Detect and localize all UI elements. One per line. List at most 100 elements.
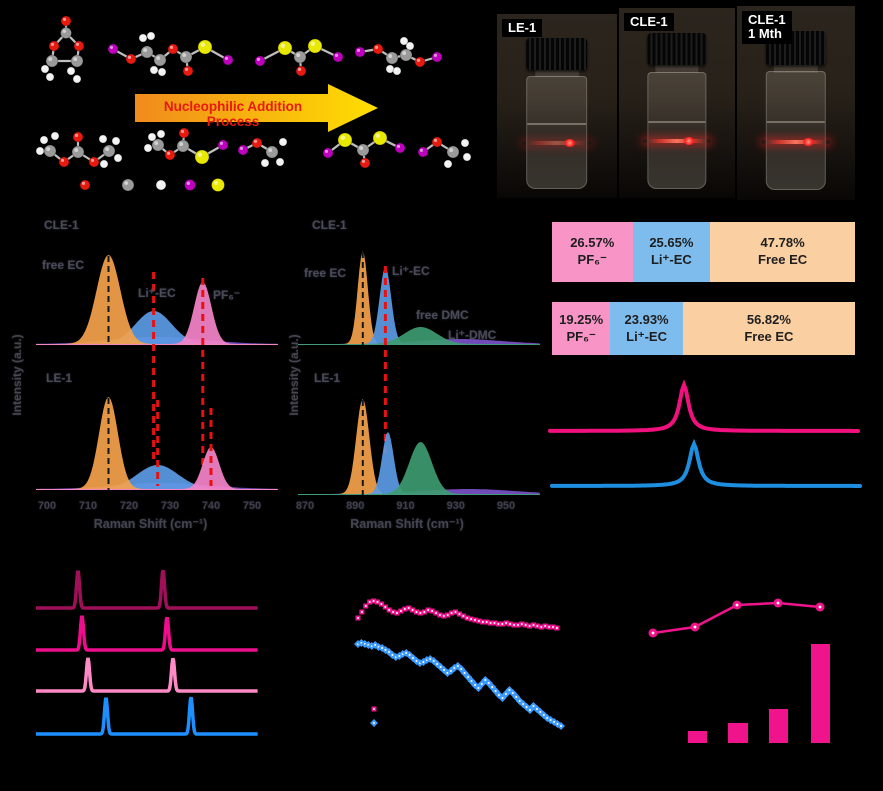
bar — [811, 644, 830, 743]
segment-label: Free EC — [758, 252, 808, 267]
tick-label: 890 — [346, 500, 365, 512]
atom-legend — [79, 178, 225, 192]
tick-label: 740 — [201, 500, 221, 512]
peak-free DMC — [298, 442, 540, 495]
segment-value: 56.82% — [746, 311, 791, 327]
composition-segment: 23.93% Li⁺-EC — [610, 302, 683, 355]
raman-right-label-li-dmc: Li⁺-DMC — [448, 328, 497, 342]
spectrum-trace — [36, 569, 258, 610]
liquid-line — [648, 120, 706, 123]
laser-beam — [643, 139, 711, 144]
molecule-li-ec-ring-opened — [107, 31, 234, 77]
peak-PF₆⁻ — [36, 447, 278, 490]
segment-label: PF₆⁻ — [566, 328, 596, 344]
tick-label: 730 — [160, 500, 180, 512]
tick-label: 930 — [446, 500, 465, 512]
molecule-ethylene-carbonate — [40, 15, 85, 84]
tick-label: 950 — [496, 500, 516, 512]
raman-dmc-chart — [298, 251, 540, 495]
laser-dot — [564, 138, 576, 147]
laser-beam — [522, 141, 592, 146]
narrow-peak-curve — [548, 379, 860, 433]
vial-photo-cle1: CLE-1 — [619, 8, 735, 198]
laser-beam — [762, 140, 830, 145]
laser-dot — [683, 136, 695, 145]
peak-free DMC — [298, 327, 540, 345]
tick-label: 720 — [119, 500, 139, 512]
segment-value: 23.93% — [624, 311, 669, 327]
laser-dot — [802, 137, 814, 146]
tick-label: 870 — [295, 500, 315, 512]
molecule-dithiocarbonate-li2 — [254, 38, 344, 77]
scatter-blue-series — [354, 639, 565, 730]
arrow-label: Nucleophilic Addition Process — [163, 99, 303, 129]
bar — [769, 709, 788, 743]
composition-row-2: 19.25% PF₆⁻ 23.93% Li⁺-EC 56.82% Free EC — [552, 302, 855, 355]
spectrum-trace — [36, 615, 258, 652]
molecule-li-methoxide-a — [237, 137, 288, 168]
peak-free EC — [298, 399, 540, 495]
segment-label: Free EC — [744, 328, 794, 344]
vial-photo-le1-label: LE-1 — [502, 19, 543, 38]
raman-right-ylabel: Intensity (a.u.) — [287, 334, 301, 416]
vial-photo-cle1-label: CLE-1 — [624, 13, 674, 32]
segment-label: Li⁺-EC — [650, 252, 692, 267]
composition-segment: 19.25% PF₆⁻ — [552, 302, 611, 355]
raman-left-title-top: CLE-1 — [44, 218, 79, 232]
composition-segment: 26.57% PF₆⁻ — [552, 222, 633, 282]
raman-left-ylabel: Intensity (a.u.) — [10, 334, 24, 416]
segment-value: 19.25% — [559, 311, 604, 327]
raman-left-label-li-ec: Li⁺-EC — [138, 286, 176, 300]
liquid-line — [527, 123, 587, 126]
vial-glass — [522, 75, 592, 189]
peak-free EC — [36, 397, 278, 490]
vial-glass — [643, 71, 711, 189]
raman-right-xlabel: Raman Shift (cm⁻¹) — [350, 517, 464, 531]
tick-label: 750 — [242, 500, 262, 512]
liquid-line — [766, 121, 826, 124]
spectrum-trace — [36, 657, 258, 693]
scatter-pink-series — [355, 598, 560, 631]
raman-right-label-li-ec: Li⁺-EC — [392, 264, 430, 278]
raman-right-title-bottom: LE-1 — [314, 371, 341, 385]
raman-left-title-bottom: LE-1 — [46, 371, 73, 385]
vial-cap — [647, 32, 707, 66]
raman-right-label-free-ec: free EC — [304, 266, 347, 280]
bar — [688, 731, 707, 743]
narrow-peak-curve — [550, 438, 862, 488]
vial-photo-cle1-1mth: CLE-1 1 Mth — [737, 6, 855, 200]
tick-label: 910 — [396, 500, 415, 512]
molecule-dmc — [35, 131, 123, 169]
raman-dmc-ticks: 870 890 910 930 950 — [0, 500, 883, 516]
segment-label: PF₆⁻ — [577, 252, 607, 267]
composition-row-1: 26.57% PF₆⁻ 25.65% Li⁺-EC 47.78% Free EC — [552, 222, 855, 282]
segment-label: Li⁺-EC — [626, 328, 667, 344]
molecule-li-glycolate — [354, 36, 443, 76]
segment-value: 26.57% — [570, 235, 615, 251]
scatter-legend-marker — [371, 706, 377, 712]
raman-ec-ticks: 700 710 720 730 740 750 — [0, 500, 883, 516]
vial-neck — [534, 69, 580, 78]
molecule-li-methoxide-b — [417, 136, 472, 169]
peak-Li⁺-EC — [36, 311, 278, 345]
process-arrow — [135, 84, 378, 132]
molecule-dithiocarbonate-li2-b — [322, 130, 406, 169]
molecule-methyl-thiocarbonate-li — [143, 127, 229, 165]
composition-segment: 25.65% Li⁺-EC — [632, 222, 711, 282]
raman-left-label-pf6: PF₆⁻ — [213, 288, 241, 302]
composition-segment: 56.82% Free EC — [682, 302, 855, 355]
vial-neck — [774, 64, 818, 73]
peak-free EC — [298, 251, 540, 345]
bar — [728, 723, 748, 743]
raman-right-label-free-dmc: free DMC — [416, 308, 469, 322]
peak-free EC — [36, 255, 278, 345]
vial-photo-le1: LE-1 — [497, 14, 617, 198]
raman-left-xlabel: Raman Shift (cm⁻¹) — [93, 517, 208, 531]
segment-value: 47.78% — [760, 235, 805, 251]
tick-label: 710 — [78, 500, 98, 512]
segment-value: 25.65% — [649, 235, 694, 251]
tick-label: 700 — [37, 500, 57, 512]
vial-photo-cle1-1mth-label: CLE-1 1 Mth — [742, 11, 792, 44]
composition-segment: 47.78% Free EC — [710, 222, 855, 282]
